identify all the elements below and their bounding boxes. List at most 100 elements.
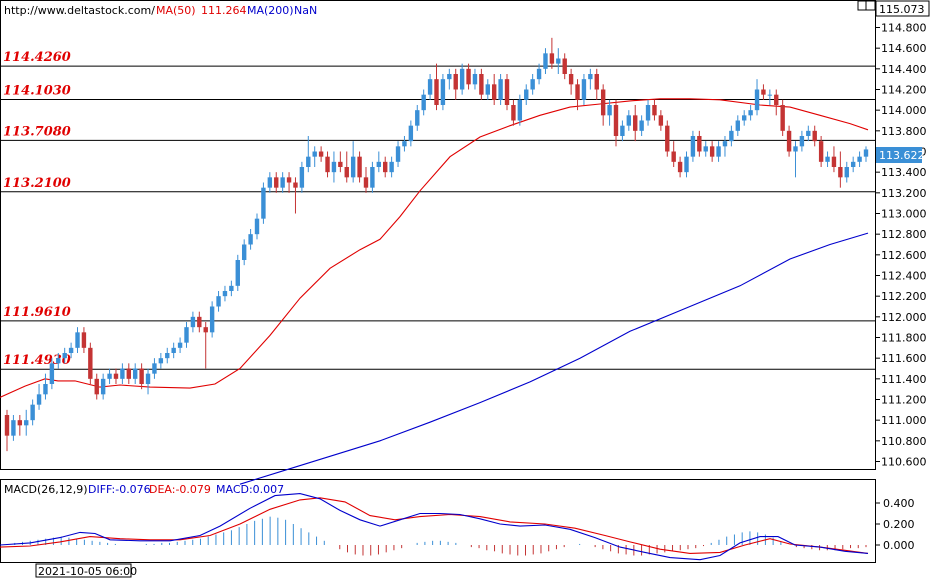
candle-body <box>49 363 55 384</box>
candle-body <box>261 187 266 219</box>
candle-body <box>806 130 811 136</box>
level-label: 113.7080 <box>3 124 71 139</box>
candle-body <box>504 79 510 105</box>
candle-body <box>197 316 202 328</box>
candle-body <box>729 130 734 142</box>
candle-body <box>88 347 93 379</box>
macd-diff-label: DIFF:-0.076 <box>88 483 151 496</box>
source-url[interactable]: http://www.deltastock.com/ <box>4 4 155 17</box>
level-label: 114.4260 <box>3 50 71 65</box>
candle-body <box>43 384 48 395</box>
price-tick-label: 114.000 <box>881 104 927 117</box>
price-tick-label: 114.400 <box>881 63 927 76</box>
candle-body <box>613 105 619 136</box>
candle-body <box>184 327 189 343</box>
candle-body <box>216 296 221 307</box>
candle-body <box>491 84 497 100</box>
candle-body <box>24 420 29 426</box>
candle-body <box>511 105 516 121</box>
candle-body <box>498 79 503 100</box>
candle-body <box>671 151 676 162</box>
price-tick-label: 110.600 <box>881 456 927 469</box>
level-label: 111.4930 <box>3 353 71 368</box>
candle-body <box>434 79 439 105</box>
time-scroller[interactable] <box>35 563 132 578</box>
price-tick-label: 110.800 <box>881 435 927 448</box>
candle-body <box>709 146 715 157</box>
candle-body <box>331 161 337 173</box>
price-tick-label: 112.600 <box>881 249 927 262</box>
candle-body <box>363 177 369 188</box>
candle-body <box>94 378 99 395</box>
candle-body <box>524 89 529 100</box>
macd-tick-label: 0.400 <box>883 497 915 510</box>
candle-body <box>697 136 702 152</box>
candle-body <box>748 110 753 116</box>
price-tick-label: 111.200 <box>881 394 927 407</box>
price-panel-frame <box>0 0 876 470</box>
macd-tick-label: 0.200 <box>883 518 915 531</box>
candle-body <box>799 136 805 147</box>
candle-body <box>254 218 260 235</box>
candle-body <box>274 177 279 188</box>
candle-body <box>4 415 10 436</box>
candle-body <box>222 291 228 297</box>
macd-panel-frame <box>0 479 876 563</box>
candle-body <box>325 156 330 173</box>
candle-body <box>338 161 343 167</box>
candle-body <box>594 74 599 90</box>
price-tick-label: 112.400 <box>881 270 927 283</box>
candle-body <box>318 151 324 157</box>
candle-body <box>517 99 523 121</box>
candle-body <box>786 130 792 152</box>
candle-body <box>100 378 106 395</box>
candle-body <box>415 110 420 126</box>
nav-square-2[interactable] <box>865 0 876 11</box>
candle-body <box>575 84 580 100</box>
candle-body <box>299 167 305 188</box>
candle-body <box>825 156 830 162</box>
price-tick-label: 111.400 <box>881 373 927 386</box>
candle-body <box>306 156 311 167</box>
candle-body <box>658 115 664 126</box>
candle-body <box>107 373 112 379</box>
candle-body <box>780 105 785 131</box>
candle-body <box>850 161 856 167</box>
candle-body <box>562 58 567 74</box>
candle-body <box>62 353 67 359</box>
candle-body <box>767 94 773 96</box>
candle-body <box>600 89 606 116</box>
candle-body <box>280 177 285 188</box>
price-tick-label: 111.800 <box>881 332 927 345</box>
macd-tick-label: 0.000 <box>883 539 915 552</box>
candle-body <box>652 105 657 116</box>
candle-body <box>383 161 388 173</box>
candle-body <box>645 105 651 121</box>
candle-body <box>568 74 574 85</box>
x-axis-time-label: 2021-10-05 06:00 <box>38 565 137 578</box>
candle-body <box>229 285 234 291</box>
macd-label: MACD(26,12,9) <box>4 483 88 496</box>
candle-body <box>466 68 471 85</box>
candle-body <box>684 156 689 173</box>
candle-body <box>761 89 766 95</box>
candle-body <box>703 146 708 152</box>
candle-body <box>639 120 644 131</box>
price-tick-label: 113.200 <box>881 187 927 200</box>
candle-body <box>190 316 196 328</box>
candle-body <box>17 420 23 426</box>
candle-body <box>447 74 452 80</box>
candle-body <box>126 368 131 379</box>
candle-body <box>235 260 240 286</box>
candle-body <box>690 136 696 157</box>
candle-body <box>536 68 542 80</box>
level-label: 113.2100 <box>3 176 71 191</box>
candle-body <box>152 363 157 374</box>
candle-body <box>203 327 208 333</box>
price-tick-label: 113.400 <box>881 166 927 179</box>
candle-body <box>626 115 632 126</box>
candle-body <box>844 167 849 178</box>
candle-body <box>209 306 215 333</box>
candle-body <box>370 167 375 188</box>
candle-body <box>376 161 382 167</box>
